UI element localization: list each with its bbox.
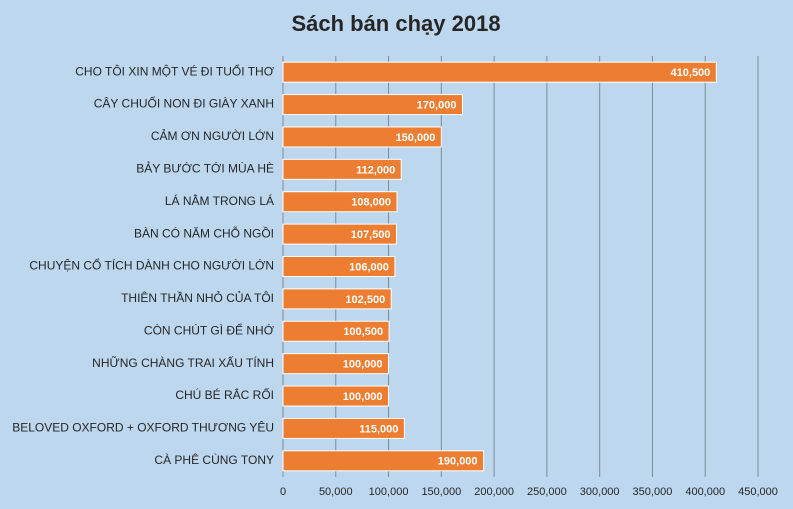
- bar: [282, 320, 390, 342]
- x-tick-label: 100,000: [369, 486, 409, 498]
- bar: [282, 61, 717, 83]
- value-label: 100,500: [343, 326, 383, 338]
- y-tick-label: CÀ PHÊ CÙNG TONY: [154, 452, 274, 467]
- x-tick-label: 350,000: [633, 486, 673, 498]
- bar: [282, 288, 392, 310]
- value-label: 108,000: [351, 197, 391, 209]
- value-label: 150,000: [396, 132, 436, 144]
- value-label: 100,000: [343, 359, 383, 371]
- x-tick-label: 400,000: [685, 486, 725, 498]
- y-tick-label: BẢY BƯỚC TỚI MÙA HÈ: [136, 161, 274, 176]
- x-tick-label: 150,000: [421, 486, 461, 498]
- y-tick-label: CẢM ƠN NGƯỜI LỚN: [151, 128, 274, 143]
- value-label: 190,000: [438, 456, 478, 468]
- bar: [282, 158, 402, 180]
- x-tick-label: 0: [280, 486, 286, 498]
- bar: [282, 417, 405, 439]
- y-tick-label: BELOVED OXFORD + OXFORD THƯƠNG YÊU: [12, 420, 274, 435]
- y-tick-label: NHỮNG CHÀNG TRAI XẤU TÍNH: [92, 355, 274, 370]
- bar: [282, 191, 398, 213]
- chart-title: Sách bán chạy 2018: [291, 11, 500, 36]
- bar: [282, 256, 396, 277]
- bar: [282, 353, 390, 375]
- value-label: 410,500: [671, 67, 711, 79]
- value-label: 106,000: [349, 261, 389, 273]
- value-label: 115,000: [359, 423, 398, 435]
- value-label: 102,500: [345, 294, 385, 306]
- y-tick-label: LÁ NẰM TRONG LÁ: [165, 193, 274, 208]
- y-tick-label: CHO TÔI XIN MỘT VÉ ĐI TUỔI THƠ: [75, 63, 274, 78]
- y-tick-label: CHUYỆN CỔ TÍCH DÀNH CHO NGƯỜI LỚN: [29, 258, 274, 273]
- value-label: 100,000: [343, 391, 383, 403]
- x-tick-label: 50,000: [319, 486, 353, 498]
- bar: [282, 223, 397, 245]
- bar: [282, 126, 442, 148]
- bar: [282, 450, 485, 472]
- bar: [282, 385, 390, 407]
- value-label: 170,000: [417, 99, 457, 111]
- value-label: 112,000: [356, 164, 395, 176]
- x-tick-label: 300,000: [580, 486, 620, 498]
- y-tick-label: CÂY CHUỐI NON ĐI GIÀY XANH: [94, 96, 274, 111]
- y-tick-label: CHÚ BÉ RẮC RỐI: [175, 387, 274, 402]
- x-tick-label: 250,000: [527, 486, 567, 498]
- x-tick-label: 450,000: [738, 486, 778, 498]
- bar: [282, 94, 463, 116]
- x-tick-label: 200,000: [474, 486, 514, 498]
- y-tick-label: CÒN CHÚT GÌ ĐỂ NHỚ: [144, 322, 275, 337]
- y-tick-label: BÀN CÓ NĂM CHỖ NGỒI: [134, 225, 274, 240]
- y-tick-label: THIÊN THẦN NHỎ CỦA TÔI: [121, 290, 274, 305]
- value-label: 107,500: [351, 229, 391, 241]
